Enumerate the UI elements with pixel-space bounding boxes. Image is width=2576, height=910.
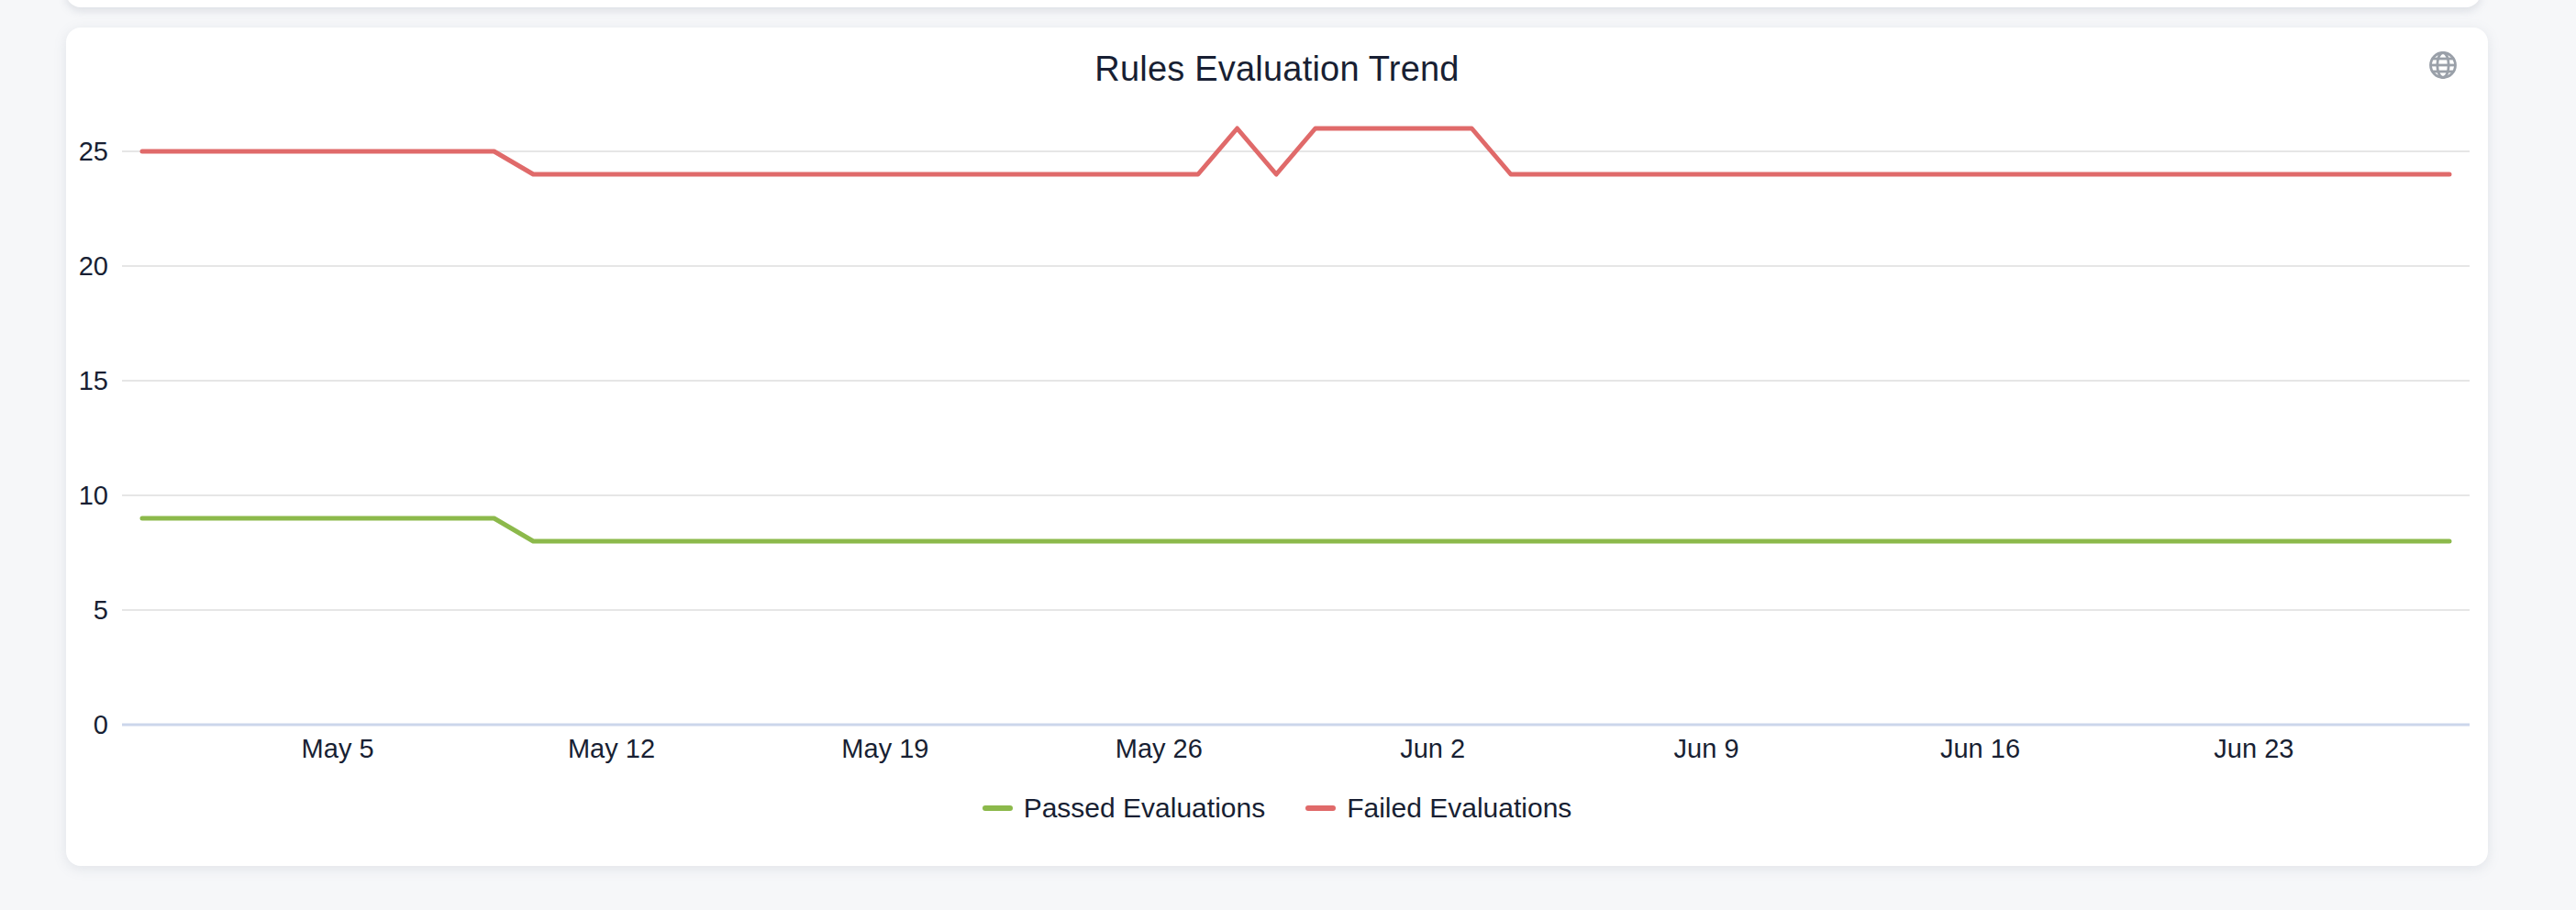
failed-series-marker-icon xyxy=(1305,805,1336,811)
svg-text:25: 25 xyxy=(79,137,108,166)
svg-text:May 5: May 5 xyxy=(302,734,374,763)
svg-text:0: 0 xyxy=(94,710,108,739)
passed-series-marker-icon xyxy=(983,805,1013,811)
svg-text:May 26: May 26 xyxy=(1116,734,1203,763)
svg-text:5: 5 xyxy=(94,595,108,625)
svg-text:May 12: May 12 xyxy=(568,734,655,763)
legend-item-passed-evaluations[interactable]: Passed Evaluations xyxy=(983,793,1266,824)
svg-text:Jun 2: Jun 2 xyxy=(1400,734,1465,763)
trend-chart[interactable]: 0 5 10 15 20 25 May 5 May 12 May 19 May 26 Jun 2 Ju… xyxy=(0,0,2576,910)
svg-text:15: 15 xyxy=(79,366,108,395)
legend-label-failed: Failed Evaluations xyxy=(1347,793,1571,824)
svg-text:20: 20 xyxy=(79,251,108,281)
svg-text:Jun 23: Jun 23 xyxy=(2214,734,2293,763)
legend-item-failed-evaluations[interactable]: Failed Evaluations xyxy=(1305,793,1571,824)
chart-legend: Passed Evaluations Failed Evaluations xyxy=(66,793,2488,824)
svg-text:10: 10 xyxy=(79,481,108,510)
svg-text:Jun 16: Jun 16 xyxy=(1940,734,2020,763)
legend-label-passed: Passed Evaluations xyxy=(1024,793,1266,824)
page-background: Rules Evaluation Trend 0510152025May 5Ma… xyxy=(0,0,2576,910)
svg-text:May 19: May 19 xyxy=(841,734,928,763)
svg-text:Jun 9: Jun 9 xyxy=(1674,734,1739,763)
